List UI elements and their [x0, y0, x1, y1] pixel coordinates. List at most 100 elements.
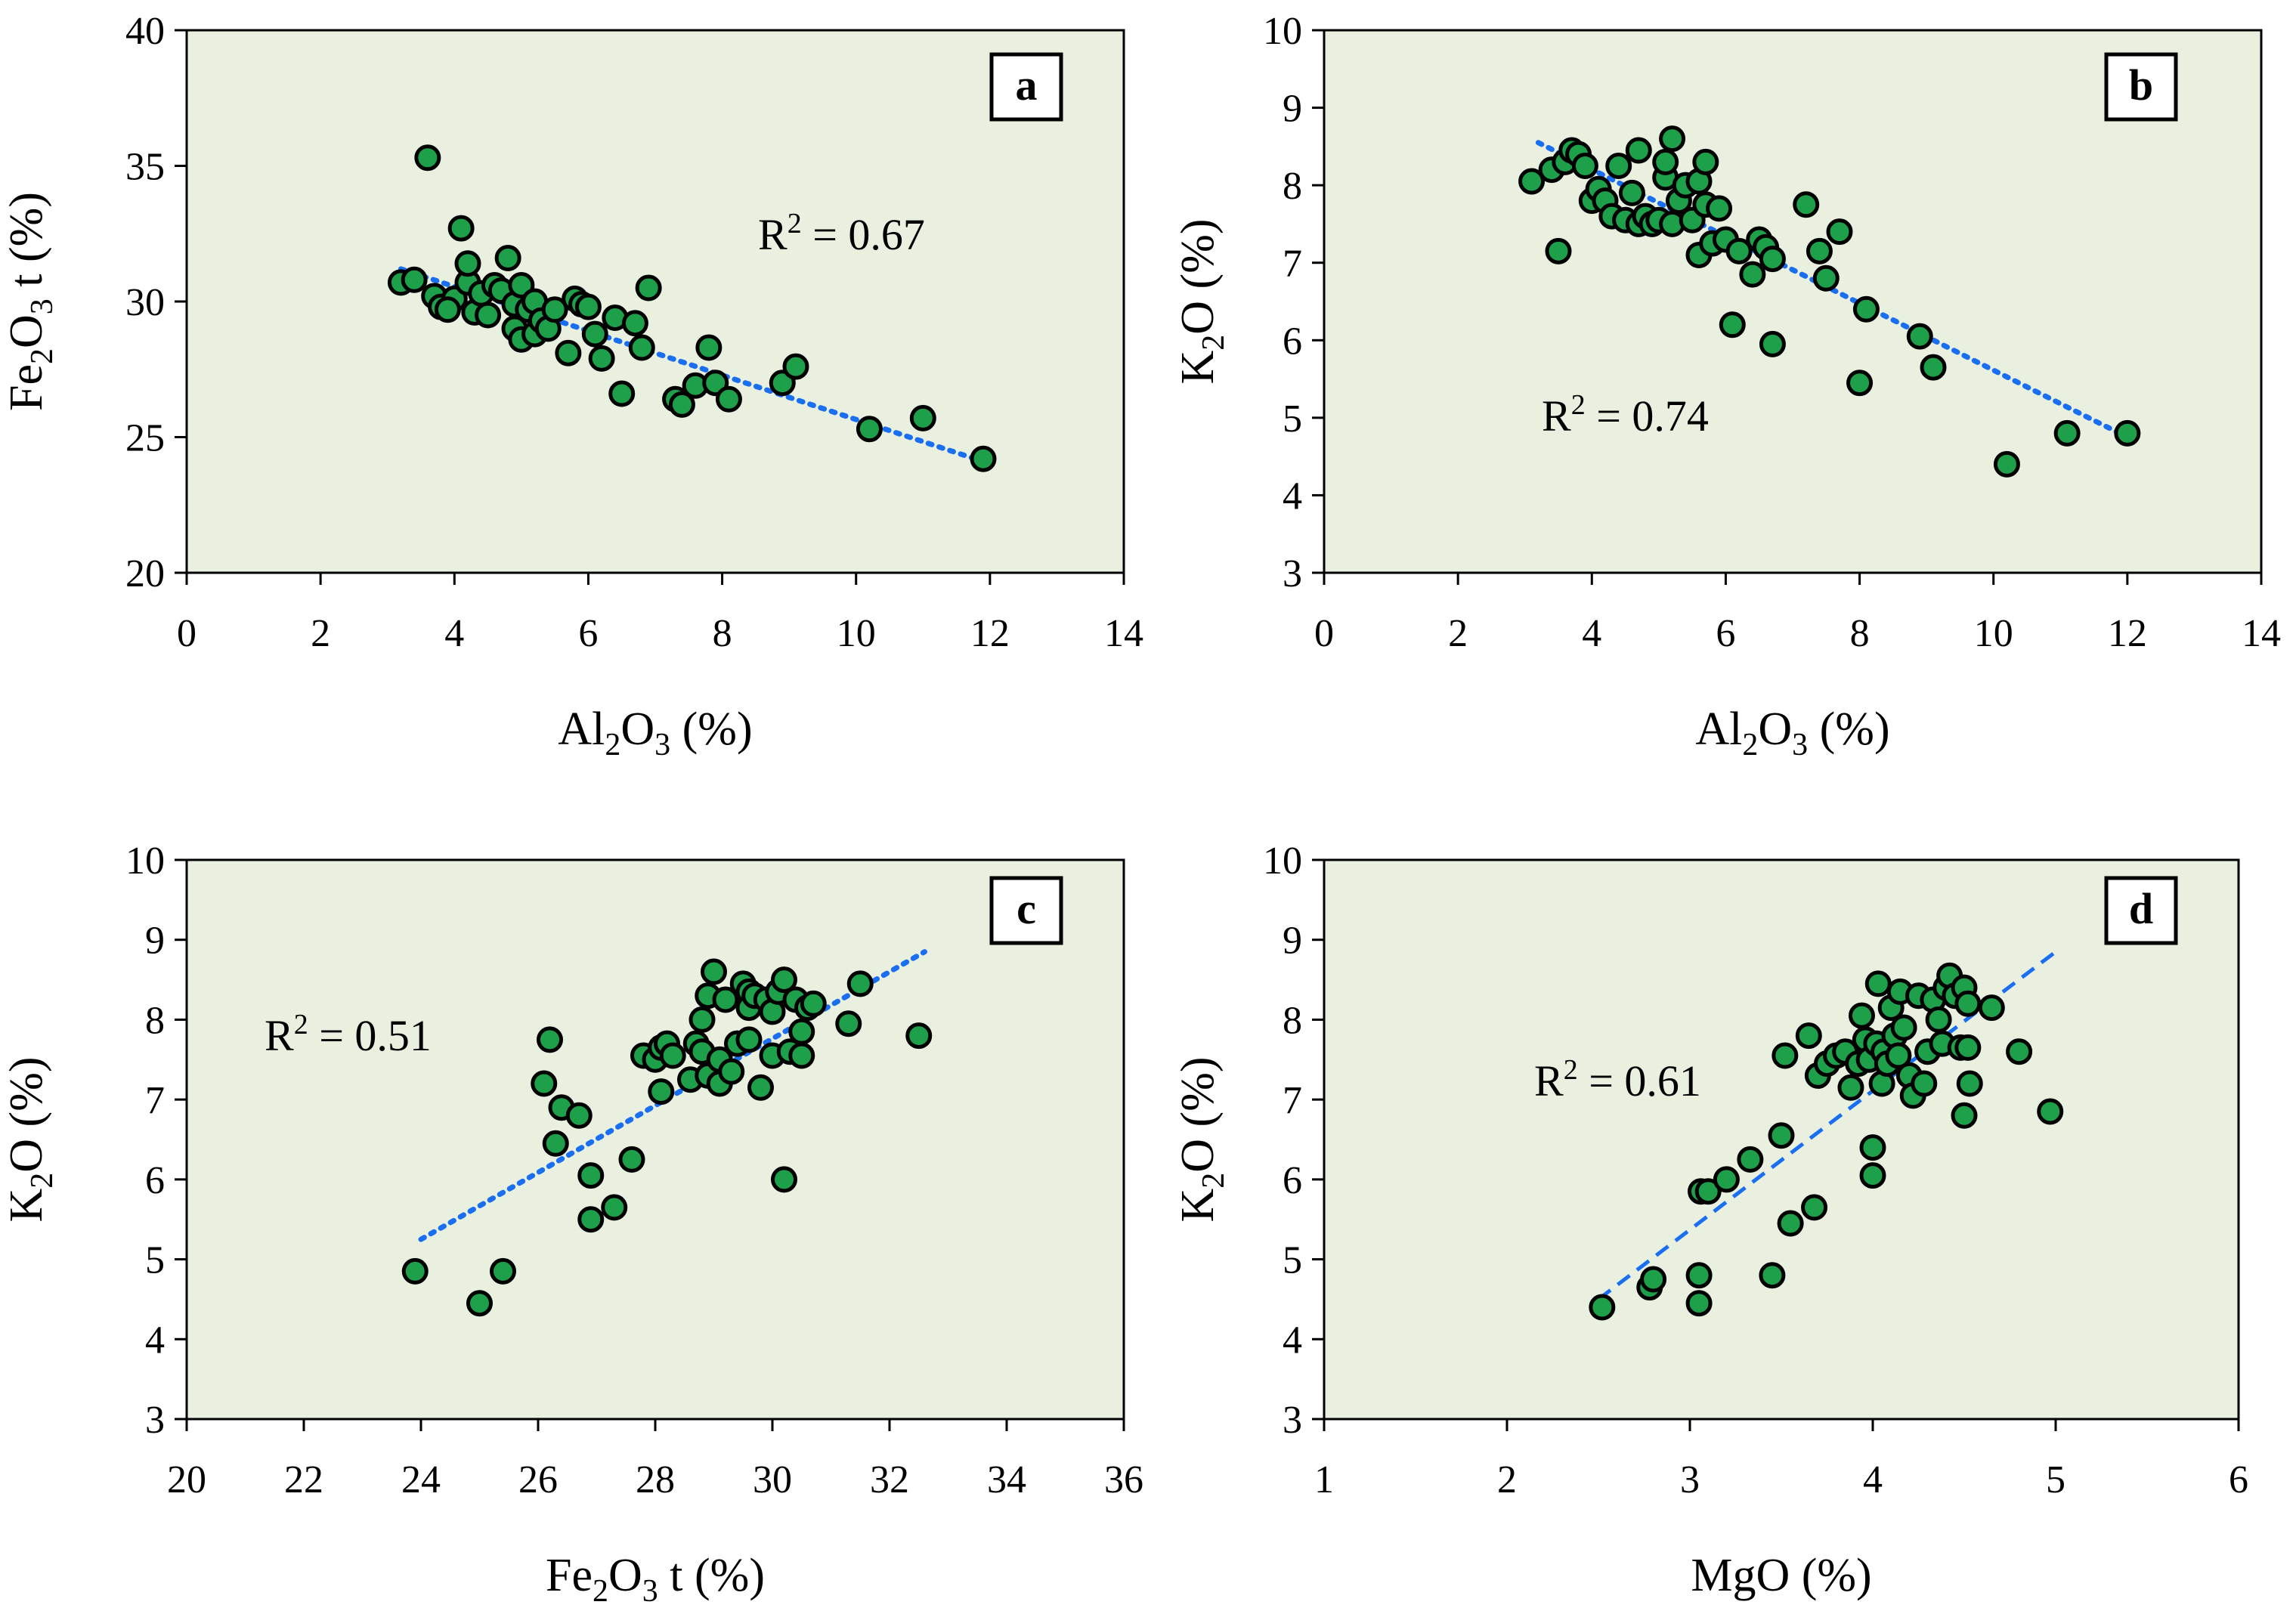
- y-axis-title-part: 2: [25, 348, 60, 364]
- x-tick-label: 4: [1863, 1458, 1883, 1501]
- data-point: [1759, 330, 1786, 357]
- data-point: [1859, 1134, 1886, 1161]
- data-point: [618, 1146, 645, 1173]
- data-point: [1652, 148, 1679, 175]
- x-axis-title-part: 3: [642, 1574, 658, 1609]
- data-point: [401, 266, 428, 293]
- data-point: [1659, 125, 1686, 153]
- data-point: [628, 334, 655, 361]
- y-axis-title-part: Fe: [1, 364, 52, 411]
- r-squared-label: R2 = 0.51: [265, 1009, 432, 1060]
- data-point: [1956, 1070, 1983, 1097]
- x-tick-label: 32: [870, 1458, 909, 1501]
- y-tick-label: 40: [125, 10, 165, 53]
- r-squared-value: = 0.51: [308, 1011, 432, 1060]
- data-point: [1890, 1014, 1917, 1041]
- x-tick-label: 34: [987, 1458, 1026, 1501]
- data-point: [1692, 148, 1719, 175]
- y-axis-title-part: O (%): [1172, 1057, 1224, 1173]
- y-axis-title-part: K: [1, 1189, 52, 1223]
- panel-letter: c: [1016, 884, 1036, 933]
- data-point: [577, 1162, 605, 1189]
- y-axis-title: Fe2O3 t (%): [1, 192, 60, 411]
- y-axis-title-group: K2O (%): [1, 1057, 60, 1223]
- data-point: [1885, 1042, 1912, 1069]
- plot-area: [185, 29, 1125, 574]
- data-point: [447, 215, 475, 242]
- r-squared-exponent: 2: [788, 208, 802, 240]
- r-squared-exponent: 2: [294, 1009, 308, 1041]
- data-point: [782, 353, 809, 380]
- panel-letter-box: [989, 876, 1063, 945]
- x-tick-label: 2: [311, 612, 330, 655]
- x-axis-title-part: 3: [654, 728, 670, 762]
- x-tick-label: 14: [1104, 612, 1143, 655]
- y-tick-label: 6: [1283, 1159, 1302, 1202]
- data-point: [1719, 311, 1746, 339]
- x-tick-label: 8: [1850, 612, 1870, 655]
- data-point: [1640, 1266, 1667, 1293]
- x-tick-label: 30: [753, 1458, 792, 1501]
- data-point: [1706, 195, 1733, 222]
- panel-letter-box: [2104, 52, 2178, 122]
- data-point: [1725, 237, 1753, 264]
- data-point: [701, 958, 727, 985]
- data-point: [1571, 153, 1598, 179]
- data-point: [588, 345, 615, 372]
- r-squared-symbol: R: [1542, 391, 1571, 441]
- y-tick-label: 3: [145, 1399, 165, 1442]
- x-tick-label: 5: [2046, 1458, 2065, 1501]
- data-point: [648, 1078, 675, 1105]
- data-point: [1801, 1194, 1828, 1221]
- x-tick-label: 4: [444, 612, 464, 655]
- data-point: [1954, 1034, 1982, 1061]
- x-axis-title-part: Al: [558, 703, 605, 755]
- data-point: [1978, 994, 2005, 1022]
- data-point: [1911, 1070, 1938, 1097]
- y-axis-title-part: 2: [1196, 1173, 1231, 1189]
- x-axis-title-part: 2: [1742, 728, 1758, 762]
- data-point: [835, 1010, 862, 1037]
- panel-letter: b: [2129, 60, 2153, 110]
- data-point: [1685, 1262, 1713, 1289]
- y-tick-label: 3: [1283, 1399, 1302, 1442]
- data-point: [1925, 1006, 1952, 1033]
- y-tick-label: 7: [145, 1079, 165, 1122]
- y-tick-label: 4: [1283, 475, 1302, 518]
- data-point: [490, 1257, 516, 1285]
- x-tick-label: 28: [636, 1458, 675, 1501]
- data-point: [537, 1026, 563, 1053]
- data-point: [1993, 450, 2020, 478]
- y-tick-label: 4: [145, 1319, 165, 1362]
- x-axis-title: MgO (%): [1691, 1550, 1871, 1601]
- y-axis-title-part: O (%): [1172, 219, 1224, 335]
- data-point: [970, 445, 997, 472]
- data-point: [1618, 179, 1645, 206]
- data-point: [771, 1166, 797, 1193]
- r-squared-symbol: R: [1534, 1056, 1564, 1105]
- panel-letter-box: [989, 52, 1063, 122]
- data-point: [1793, 191, 1820, 218]
- data-point: [712, 986, 739, 1013]
- x-tick-label: 12: [970, 612, 1010, 655]
- data-point: [574, 293, 602, 320]
- x-tick-label: 6: [2229, 1458, 2248, 1501]
- x-tick-label: 8: [713, 612, 732, 655]
- data-point: [800, 990, 827, 1017]
- data-point: [1795, 1022, 1822, 1050]
- data-point: [1685, 1290, 1713, 1317]
- data-point: [466, 1290, 493, 1317]
- data-point: [1737, 1146, 1764, 1173]
- data-point: [1694, 1178, 1722, 1205]
- x-tick-label: 2: [1448, 612, 1468, 655]
- y-tick-label: 5: [1283, 1239, 1302, 1282]
- data-point: [2114, 419, 2141, 447]
- y-axis-title-part: t (%): [1, 192, 52, 298]
- x-tick-label: 10: [1974, 612, 2013, 655]
- x-axis-title-part: t (%): [658, 1550, 765, 1601]
- x-tick-label: 10: [837, 612, 876, 655]
- panel-letter: d: [2129, 884, 2153, 933]
- y-axis-title-group: Fe2O3 t (%): [1, 192, 60, 411]
- x-axis-title-part: 2: [593, 1574, 608, 1609]
